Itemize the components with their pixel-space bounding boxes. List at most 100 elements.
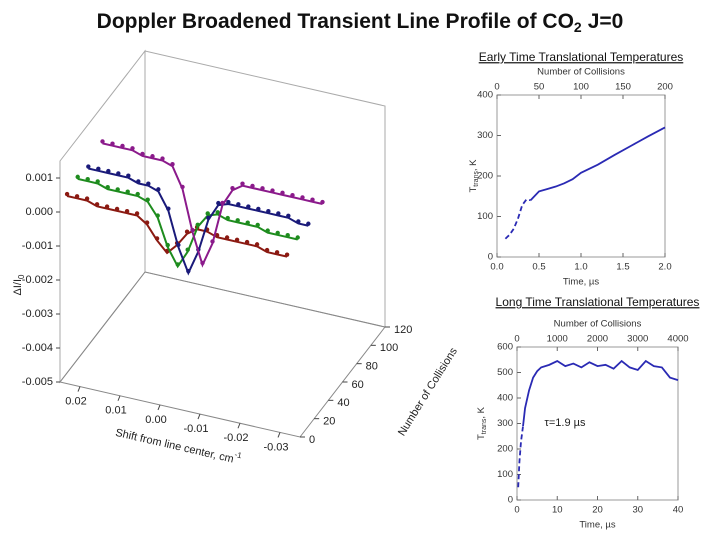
data-point <box>195 222 200 227</box>
z-tick-label: 60 <box>352 379 364 391</box>
data-point <box>235 218 240 223</box>
data-point <box>225 215 230 221</box>
data-point <box>230 185 235 191</box>
data-point <box>75 174 80 180</box>
data-point <box>210 239 215 244</box>
data-point <box>245 220 250 225</box>
x-tick-label: 0 <box>514 505 519 516</box>
x-tick-label: 1.5 <box>616 262 629 273</box>
back-wall <box>144 50 386 328</box>
x-tick-label: 40 <box>673 505 684 516</box>
data-point <box>84 196 90 201</box>
data-point <box>180 184 185 190</box>
annotation: τ=1.9 µs <box>545 417 586 429</box>
y-tick-label: 0.001 <box>25 172 53 184</box>
data-point <box>296 219 301 224</box>
title-tail: J=0 <box>588 10 624 33</box>
y-tick-label: -0.001 <box>22 240 53 252</box>
plot-frame <box>516 346 679 501</box>
data-point <box>106 168 111 174</box>
data-point <box>200 260 205 266</box>
x2-tick-label: 3000 <box>627 334 648 345</box>
data-point <box>134 211 140 216</box>
panel-title: Long Time Translational Temperatures <box>496 295 700 309</box>
data-point <box>185 247 190 252</box>
data-point <box>186 268 191 274</box>
left-wall <box>59 49 146 384</box>
y-label-tail: , K <box>468 159 479 171</box>
y-tick-label: 400 <box>497 393 513 404</box>
data-point <box>265 228 270 233</box>
data-point <box>250 183 255 189</box>
data-point <box>140 151 145 157</box>
y-label-sub: 0 <box>17 274 26 279</box>
y-tick-label: 100 <box>497 469 513 480</box>
y-axis-label: Ttrans, K <box>468 159 480 193</box>
x-tick-label: -0.01 <box>183 423 208 435</box>
x-axis-label: Time, µs <box>579 520 616 531</box>
z-tick-label: 80 <box>366 361 378 373</box>
title-text: Doppler Broadened Transient Line Profile… <box>97 10 574 33</box>
y-label-text: ΔI/I <box>12 279 24 296</box>
data-point <box>94 202 100 207</box>
y-tick-label: 0.000 <box>25 206 53 218</box>
data-point <box>154 236 160 241</box>
plot-frame <box>496 94 666 258</box>
data-point <box>320 199 325 205</box>
data-point <box>175 262 180 267</box>
x-tick-label: -0.03 <box>263 441 288 453</box>
data-point <box>115 187 120 192</box>
data-point <box>306 221 311 226</box>
z-axis-label: Number of Collisions <box>396 345 460 438</box>
data-point <box>114 206 120 212</box>
data-point <box>120 143 125 149</box>
data-point <box>105 184 110 190</box>
data-point <box>224 235 230 240</box>
x-tick-label: 20 <box>592 505 603 516</box>
data-point <box>284 252 290 257</box>
x-tick <box>77 386 81 392</box>
data-point <box>270 188 275 193</box>
x-tick-label: 0.5 <box>532 262 545 273</box>
y-label-tail: , K <box>476 406 487 418</box>
data-point <box>165 242 170 248</box>
y-tick-label: 300 <box>497 418 513 429</box>
data-point <box>300 195 305 200</box>
data-point <box>276 211 281 216</box>
data-point <box>116 171 121 176</box>
x-tick-label: -0.02 <box>223 432 248 444</box>
x2-axis-label: Number of Collisions <box>554 319 642 330</box>
data-point <box>260 186 265 191</box>
data-point <box>214 233 220 238</box>
z-tick-label: 40 <box>337 397 349 409</box>
temperature-line <box>522 359 679 427</box>
x2-tick-label: 150 <box>615 82 631 93</box>
data-point <box>135 191 140 197</box>
data-point <box>226 199 231 205</box>
data-point <box>236 202 241 207</box>
y-label-text: T <box>476 434 487 440</box>
x2-tick-label: 4000 <box>667 334 688 345</box>
data-point <box>150 154 155 159</box>
data-point <box>246 204 251 209</box>
y-axis-label: ΔI/I0 <box>12 274 26 296</box>
y-tick-label: 0 <box>508 495 513 506</box>
data-point <box>146 181 151 186</box>
data-point <box>100 139 105 144</box>
data-point <box>64 191 70 197</box>
y-tick-label: 300 <box>477 130 493 141</box>
data-point <box>124 208 130 214</box>
x-axis-label: Time, µs <box>563 277 600 288</box>
y-tick-label: 200 <box>477 171 493 182</box>
data-point <box>274 250 280 255</box>
data-point <box>216 200 221 206</box>
x-tick-label: 0.01 <box>105 405 126 417</box>
data-point <box>96 166 101 172</box>
x-tick-label: 2.0 <box>658 262 671 273</box>
x-tick-label: 0.0 <box>490 262 503 273</box>
data-point <box>95 179 100 184</box>
y-tick-label: 200 <box>497 444 513 455</box>
data-point <box>285 233 290 238</box>
temperature-line <box>517 425 524 488</box>
